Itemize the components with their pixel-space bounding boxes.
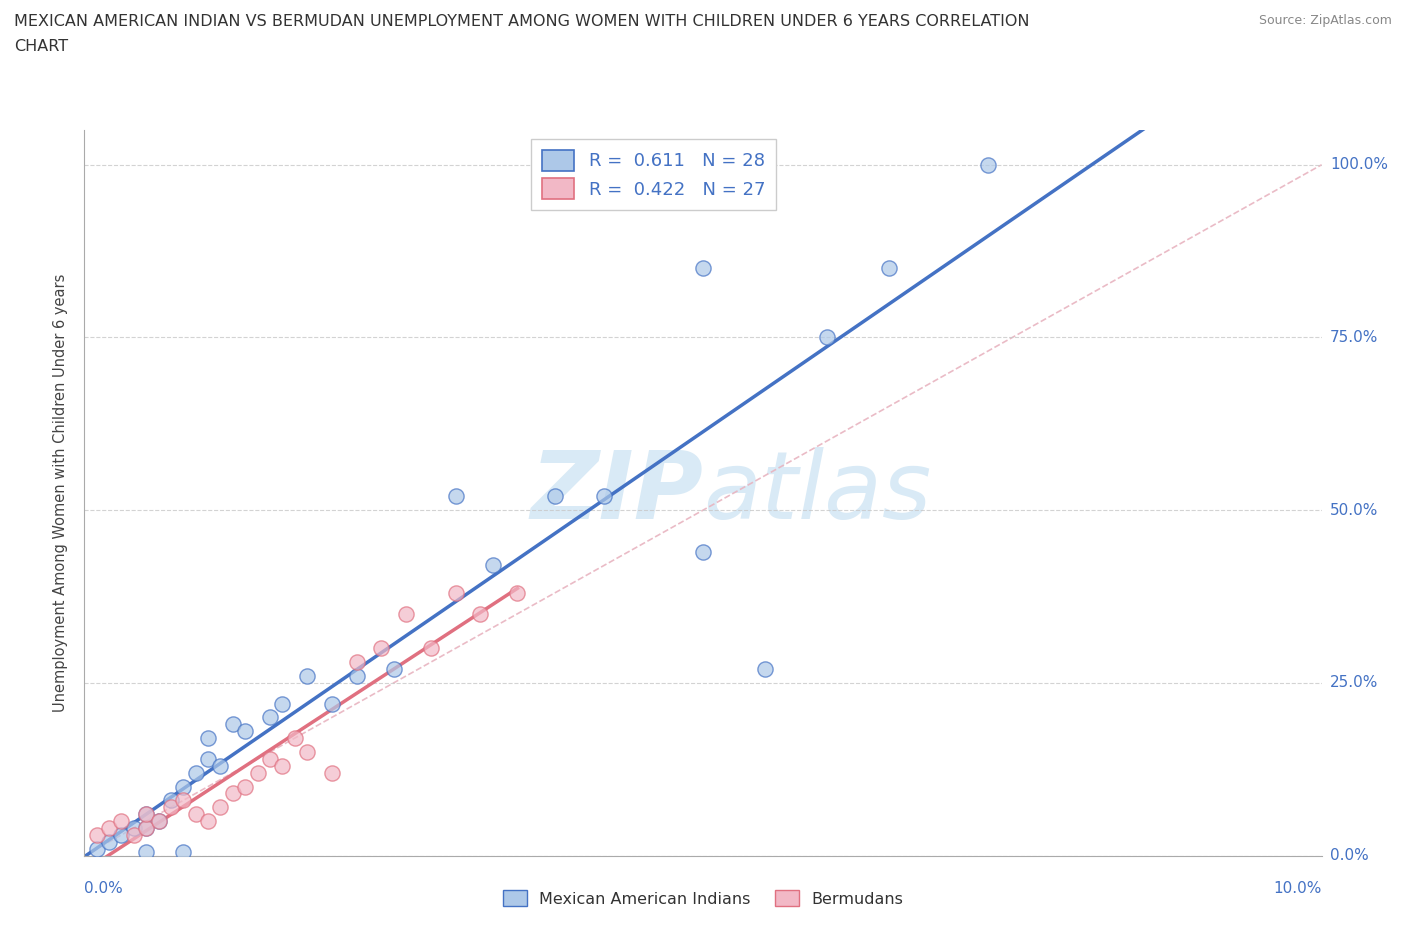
Point	[295, 669, 318, 684]
Point	[370, 641, 392, 656]
Point	[98, 820, 121, 835]
Point	[321, 697, 343, 711]
Point	[976, 157, 998, 172]
Point	[122, 828, 145, 843]
Point	[222, 717, 245, 732]
Text: 0.0%: 0.0%	[84, 881, 124, 896]
Point	[184, 765, 207, 780]
Point	[346, 669, 368, 684]
Point	[419, 641, 441, 656]
Point	[271, 697, 294, 711]
Text: 75.0%: 75.0%	[1330, 330, 1378, 345]
Point	[877, 261, 900, 276]
Point	[692, 261, 714, 276]
Text: MEXICAN AMERICAN INDIAN VS BERMUDAN UNEMPLOYMENT AMONG WOMEN WITH CHILDREN UNDER: MEXICAN AMERICAN INDIAN VS BERMUDAN UNEM…	[14, 14, 1029, 29]
Point	[135, 820, 157, 835]
Point	[110, 814, 132, 829]
Point	[259, 751, 281, 766]
Point	[135, 806, 157, 821]
Point	[98, 834, 121, 849]
Y-axis label: Unemployment Among Women with Children Under 6 years: Unemployment Among Women with Children U…	[53, 273, 69, 712]
Point	[506, 586, 529, 601]
Point	[135, 806, 157, 821]
Text: 0.0%: 0.0%	[1330, 848, 1368, 863]
Point	[346, 655, 368, 670]
Point	[284, 731, 307, 746]
Point	[246, 765, 269, 780]
Point	[692, 544, 714, 559]
Point	[259, 710, 281, 724]
Point	[209, 800, 232, 815]
Point	[593, 489, 616, 504]
Text: 100.0%: 100.0%	[1330, 157, 1388, 172]
Point	[197, 751, 219, 766]
Text: 25.0%: 25.0%	[1330, 675, 1378, 690]
Point	[295, 745, 318, 760]
Point	[148, 814, 170, 829]
Point	[160, 793, 183, 808]
Point	[148, 814, 170, 829]
Point	[233, 779, 256, 794]
Point	[209, 758, 232, 773]
Point	[197, 814, 219, 829]
Point	[86, 842, 108, 857]
Text: ZIP: ZIP	[530, 447, 703, 538]
Point	[481, 558, 503, 573]
Point	[86, 828, 108, 843]
Point	[222, 786, 245, 801]
Point	[184, 806, 207, 821]
Point	[444, 586, 467, 601]
Point	[271, 758, 294, 773]
Text: CHART: CHART	[14, 39, 67, 54]
Point	[815, 330, 838, 345]
Point	[172, 844, 194, 859]
Point	[233, 724, 256, 738]
Point	[754, 661, 776, 676]
Point	[321, 765, 343, 780]
Legend: Mexican American Indians, Bermudans: Mexican American Indians, Bermudans	[496, 884, 910, 913]
Text: 50.0%: 50.0%	[1330, 503, 1378, 518]
Point	[135, 820, 157, 835]
Text: Source: ZipAtlas.com: Source: ZipAtlas.com	[1258, 14, 1392, 27]
Point	[110, 828, 132, 843]
Point	[172, 793, 194, 808]
Point	[444, 489, 467, 504]
Point	[382, 661, 405, 676]
Point	[160, 800, 183, 815]
Point	[122, 820, 145, 835]
Point	[135, 844, 157, 859]
Text: atlas: atlas	[703, 447, 931, 538]
Point	[197, 731, 219, 746]
Point	[543, 489, 565, 504]
Point	[395, 606, 418, 621]
Point	[172, 779, 194, 794]
Point	[470, 606, 492, 621]
Text: 10.0%: 10.0%	[1274, 881, 1322, 896]
